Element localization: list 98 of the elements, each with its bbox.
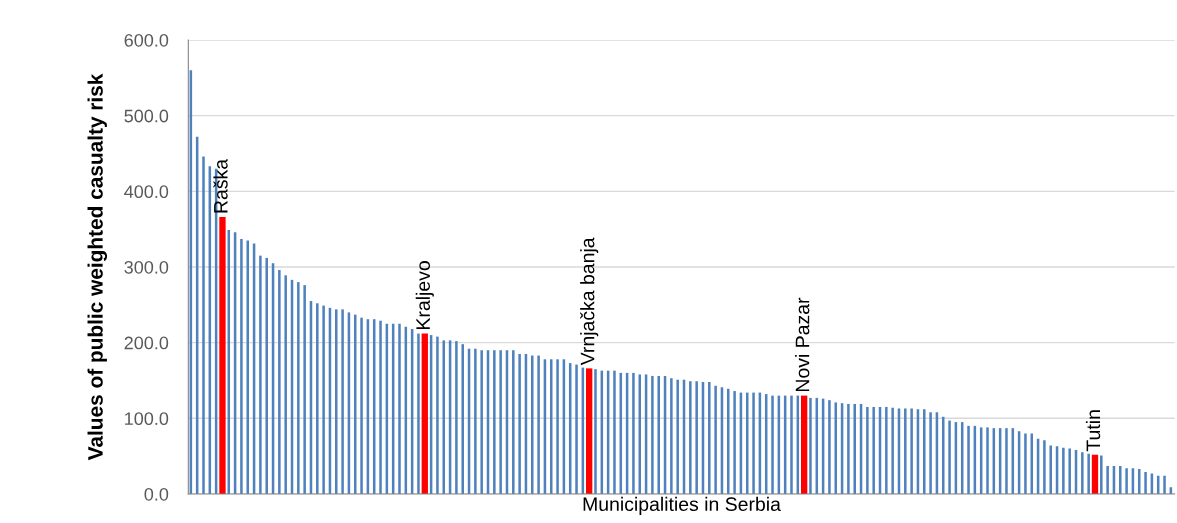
bar — [499, 350, 502, 494]
bar — [556, 359, 559, 494]
bar — [676, 379, 679, 494]
bar — [866, 406, 869, 494]
x-tick-label: Kraljevo — [415, 261, 434, 329]
bar — [297, 282, 300, 494]
bar — [1144, 472, 1147, 494]
bar — [689, 381, 692, 494]
bar — [417, 333, 420, 494]
bar — [657, 375, 660, 494]
bar — [891, 407, 894, 494]
bar — [1106, 465, 1109, 494]
x-tick-label: Tutin — [1085, 410, 1101, 452]
bar — [651, 375, 654, 494]
bar — [493, 350, 496, 494]
y-tick-label: 200.0 — [124, 336, 169, 350]
bar — [828, 400, 831, 494]
bar — [575, 364, 578, 494]
bar — [1119, 465, 1122, 494]
bar — [872, 406, 875, 494]
bar — [714, 385, 717, 494]
bar — [1100, 455, 1103, 494]
bar — [480, 350, 483, 494]
bar — [246, 240, 250, 494]
bar — [284, 275, 287, 494]
y-tick-label: 300.0 — [124, 260, 169, 274]
bar — [752, 392, 755, 494]
bar — [461, 344, 464, 494]
bar — [708, 382, 711, 494]
bar — [1137, 469, 1141, 494]
y-tick-label: 600.0 — [124, 33, 169, 47]
bar — [531, 355, 534, 494]
bar — [1005, 428, 1008, 494]
bar — [202, 156, 205, 494]
x-axis-title: Municipalities in Serbia — [583, 496, 781, 515]
bar — [353, 314, 357, 494]
bar — [632, 372, 635, 494]
y-tick-label: 100.0 — [125, 412, 169, 426]
bar — [733, 391, 736, 494]
bar — [1068, 448, 1071, 494]
bar — [910, 408, 913, 494]
bar — [638, 374, 642, 494]
bar — [379, 320, 382, 494]
bar — [341, 309, 344, 494]
bar — [335, 309, 338, 494]
bar — [923, 409, 926, 494]
bar — [1049, 445, 1052, 494]
bar — [967, 425, 970, 494]
bar — [771, 395, 774, 494]
bar — [847, 403, 850, 494]
bar — [986, 427, 989, 494]
y-tick-label: 400.0 — [124, 185, 169, 199]
bar — [278, 270, 281, 494]
bar — [537, 355, 540, 494]
y-tick-label: 0.0 — [144, 487, 169, 501]
x-tick-label: Raška — [213, 158, 228, 213]
bar — [594, 369, 597, 494]
bar — [1125, 468, 1128, 494]
bar — [948, 420, 951, 494]
bar — [549, 359, 553, 494]
bar — [474, 348, 477, 494]
bar — [745, 392, 749, 494]
bar — [303, 285, 306, 494]
bar — [613, 370, 616, 494]
bar — [790, 395, 793, 494]
bar — [929, 412, 932, 494]
x-tick-label: Vrnjačka banja — [580, 237, 599, 366]
x-tick-label: Novi Pazar — [795, 297, 810, 391]
bar — [904, 408, 907, 494]
bar — [436, 336, 439, 494]
bar — [670, 378, 673, 494]
bar — [809, 397, 812, 494]
bar — [316, 303, 319, 494]
bar — [834, 402, 838, 494]
y-tick-label: 500.0 — [124, 109, 169, 123]
bar — [941, 416, 945, 494]
bar — [727, 388, 730, 494]
bar — [455, 341, 458, 494]
bar — [265, 257, 268, 494]
bar — [885, 406, 888, 494]
bar — [695, 381, 698, 494]
bar — [1024, 433, 1027, 494]
bar — [1081, 452, 1084, 494]
bar — [398, 323, 401, 494]
bar — [1043, 440, 1046, 494]
y-axis-title: Values of public weighted casualty risk — [87, 73, 108, 461]
bar — [322, 305, 325, 494]
bar — [259, 255, 262, 494]
bar — [518, 354, 521, 494]
bar — [1163, 475, 1166, 494]
bar — [442, 340, 446, 494]
bar — [1030, 433, 1034, 494]
bar — [1087, 453, 1090, 494]
bar — [360, 317, 363, 494]
bar — [512, 350, 515, 494]
bar — [853, 403, 856, 494]
bar — [240, 239, 243, 494]
bar — [1062, 447, 1065, 494]
